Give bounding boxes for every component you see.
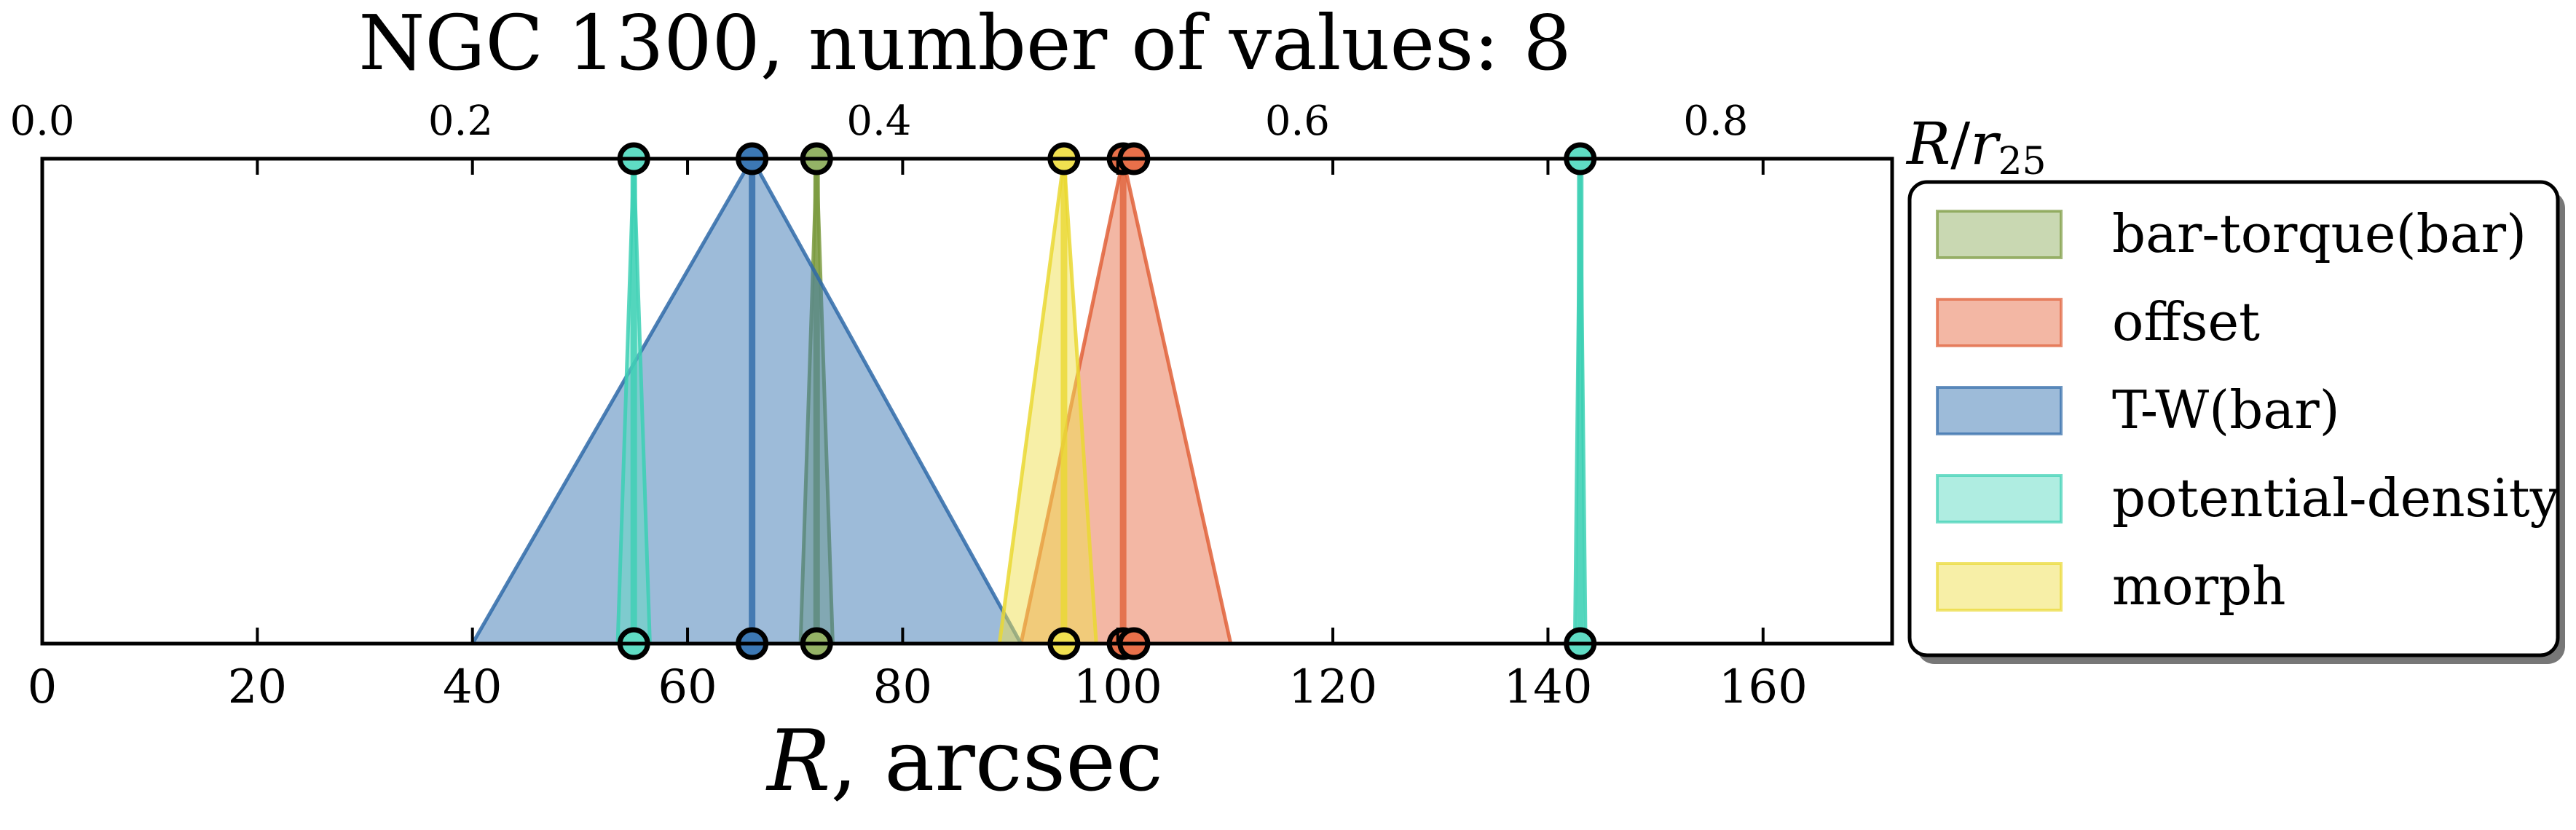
legend-swatch <box>1936 298 2063 347</box>
x-tick-label: 0 <box>28 660 58 714</box>
x-tick-label: 60 <box>658 660 717 714</box>
plot-areas <box>469 154 1588 646</box>
x-axis-label-unit: , arcsec <box>830 712 1162 810</box>
legend-swatch <box>1936 386 2063 435</box>
top-axis-label-r-sym: r <box>1970 110 2001 178</box>
area-T-W(bar) <box>469 154 1025 646</box>
x-tick-label: 160 <box>1719 660 1808 714</box>
legend-label: morph <box>2112 556 2286 617</box>
legend-swatch <box>1936 474 2063 523</box>
top-axis-ticks: 0.0 0.2 0.4 0.6 0.8 <box>9 98 1748 145</box>
x-tick-label: 120 <box>1288 660 1377 714</box>
plot-markers <box>617 142 1597 660</box>
legend-label: offset <box>2112 291 2260 352</box>
plot-frame <box>40 157 1894 646</box>
x-axis-label: R, arcsec <box>765 712 1163 810</box>
x-tick-label: 80 <box>873 660 932 714</box>
chart-title: NGC 1300, number of values: 8 <box>358 0 1571 87</box>
top-tick-label: 0.8 <box>1683 98 1748 145</box>
top-tick-label: 0.0 <box>9 98 74 145</box>
top-axis-label-subscript: 25 <box>1998 140 2046 183</box>
legend: bar-torque(bar) offset T-W(bar) potential-d… <box>1907 180 2565 664</box>
x-tick-label: 40 <box>443 660 502 714</box>
legend-box <box>1907 180 2560 657</box>
legend-entries: bar-torque(bar) offset T-W(bar) potential-d… <box>1936 203 2560 617</box>
legend-label: bar-torque(bar) <box>2112 203 2526 264</box>
top-tick-label: 0.6 <box>1265 98 1330 145</box>
top-axis-label: R/r25 <box>1905 110 2047 183</box>
top-axis-label-slash: / <box>1950 110 1970 178</box>
area-morph <box>997 158 1098 646</box>
x-axis-label-r: R <box>765 712 830 810</box>
legend-swatch <box>1936 210 2063 259</box>
legend-label: potential-density <box>2112 467 2560 529</box>
top-tick-label: 0.4 <box>846 98 911 145</box>
x-tick-label: 140 <box>1503 660 1592 714</box>
legend-label: T-W(bar) <box>2112 379 2340 440</box>
bottom-axis-ticks: 0 20 40 60 80 100 120 140 160 <box>28 159 1808 714</box>
top-axis-label-r: R <box>1905 110 1950 178</box>
x-tick-label: 20 <box>228 660 287 714</box>
top-tick-label: 0.2 <box>428 98 493 145</box>
legend-swatch <box>1936 562 2063 612</box>
x-tick-label: 100 <box>1074 660 1162 714</box>
